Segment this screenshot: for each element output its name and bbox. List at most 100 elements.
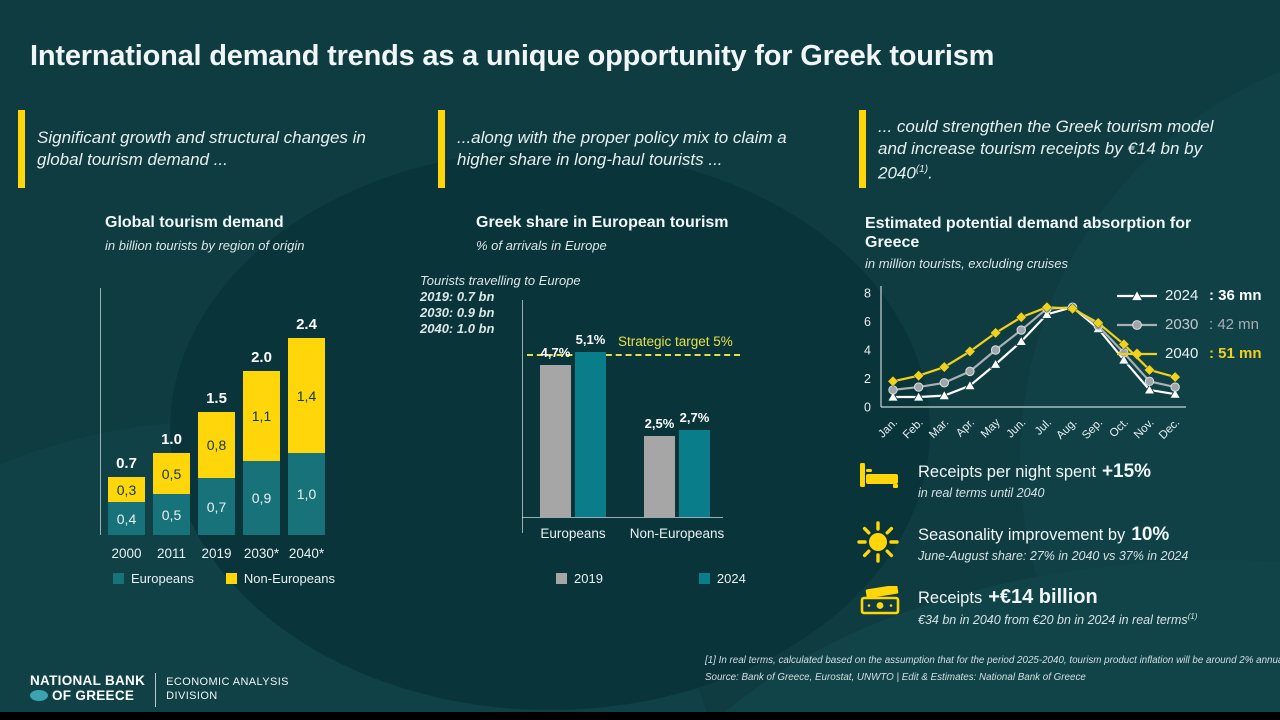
legend-total-2024: : 36 mn — [1209, 287, 1262, 304]
data-point-marker — [887, 375, 899, 387]
x-tick-label: May — [979, 416, 1003, 440]
legend-swatch-2024 — [698, 573, 710, 584]
footnote: [1] In real terms, calculated based on t… — [705, 655, 1280, 666]
chart-subtitle-greek-share: % of arrivals in Europe — [476, 238, 607, 253]
line-series-2040 — [892, 306, 1176, 383]
y-tick-label: 6 — [864, 315, 871, 329]
bar-segment-europeans: 0,5 — [153, 494, 190, 535]
banknotes-icon — [858, 584, 918, 623]
bar-segment-non-europeans: 0,5 — [153, 453, 190, 494]
data-point-marker — [990, 345, 1001, 355]
stat-label: Receipts per night spent +15% — [918, 461, 1152, 482]
stat-label: Receipts +€14 billion — [918, 586, 1098, 608]
bar-total-label: 2.0 — [251, 349, 272, 366]
x-tick-label: Jul. — [1033, 417, 1054, 438]
stat-value: 10% — [1131, 524, 1170, 545]
division-name: ECONOMIC ANALYSIS DIVISION — [166, 673, 289, 703]
callout-accent-bar — [18, 110, 25, 188]
data-point-marker — [1169, 371, 1181, 383]
data-point-marker — [1015, 311, 1027, 323]
x-tick-label: Jan. — [876, 417, 900, 441]
bar-value-label: 2,5% — [644, 416, 675, 431]
legend-row-2030: 2030 : 42 mn — [1116, 310, 1262, 339]
x-tick-label: Aug. — [1054, 417, 1079, 442]
chart-subtitle-demand-absorption: in million tourists, excluding cruises — [865, 256, 1069, 271]
nbg-ellipse-icon — [30, 690, 48, 701]
bar-2019 — [540, 365, 571, 517]
annotation-line: 2030: 0.9 bn — [420, 305, 495, 320]
bar-value-label: 5,1% — [575, 332, 606, 347]
callout-text: ...along with the proper policy mix to c… — [457, 128, 787, 169]
bar-segment-europeans: 0,4 — [108, 502, 145, 535]
x-tick-label: Apr. — [954, 417, 977, 440]
legend-label-europeans: Europeans — [131, 571, 194, 586]
legend-label-2024: 2024 — [716, 571, 746, 586]
bar-category-label: 2019 — [201, 546, 232, 561]
stat-detail: in real terms until 2040 — [918, 486, 1045, 500]
data-point-marker — [990, 327, 1002, 339]
bar-category-label: Non-Europeans — [629, 526, 725, 541]
demand-absorption-line-chart: 0 2 4 6 8 Jan. Feb. Mar. Apr. May Jun. Jul. Aug. Sep.… — [864, 286, 1186, 442]
bar-2019 — [644, 436, 675, 517]
legend-label-non-europeans: Non-Europeans — [243, 571, 335, 586]
strategic-target-line — [527, 354, 740, 356]
data-point-marker — [1092, 317, 1104, 329]
stat-seasonality: Seasonality improvement by 10% June-Augus… — [857, 521, 1188, 569]
bar-segment-europeans: 0,9 — [243, 461, 280, 535]
bar-segment-non-europeans: 1,4 — [288, 338, 325, 453]
bar-segment-non-europeans: 0,3 — [108, 477, 145, 502]
bar-total-label: 0.7 — [116, 455, 137, 472]
x-tick-label: Sep. — [1080, 417, 1105, 442]
data-point-marker — [965, 366, 975, 377]
legend-year-2030: 2030 — [1165, 316, 1199, 333]
annotation-title: Tourists travelling to Europe — [420, 273, 581, 288]
legend-swatch-2019 — [556, 573, 567, 584]
legend-total-2040: : 51 mn — [1209, 345, 1262, 362]
data-point-marker — [939, 378, 950, 388]
data-point-marker — [1117, 354, 1130, 365]
line-marker-triangle-icon — [1117, 289, 1157, 301]
bar-total-label: 1.5 — [206, 390, 227, 407]
bar-segment-non-europeans: 0,8 — [198, 412, 235, 478]
stat-value: +€14 billion — [988, 586, 1098, 608]
division-line2: DIVISION — [166, 690, 218, 702]
data-point-marker — [1169, 388, 1182, 399]
x-tick-label: Feb. — [901, 417, 926, 442]
data-point-marker — [1143, 384, 1156, 395]
legend-demand-absorption: 2024 : 36 mn 2030 : 42 mn 2040 : 51 mn — [1116, 281, 1262, 368]
y-tick-label: 0 — [864, 401, 871, 415]
legend-row-2040: 2040 : 51 mn — [1116, 339, 1262, 368]
legend-swatch-non-europeans — [225, 573, 237, 584]
legend-row-2024: 2024 : 36 mn — [1116, 281, 1262, 310]
legend-swatch-europeans — [113, 573, 124, 584]
callout-receipts: ... could strengthen the Greek tourism m… — [859, 110, 1233, 188]
callout-accent-bar — [859, 110, 866, 188]
bottom-black-strip — [0, 712, 1280, 720]
data-point-marker — [913, 370, 925, 382]
bar-segment-non-europeans: 1,1 — [243, 371, 280, 461]
data-point-marker — [989, 358, 1002, 369]
data-point-marker — [938, 389, 951, 400]
data-point-marker — [1118, 338, 1130, 350]
division-line1: ECONOMIC ANALYSIS — [166, 676, 289, 688]
greek-share-chart: Strategic target 5% 4,7% 5,1% Europeans 2,5… — [522, 300, 742, 541]
data-point-marker — [1015, 335, 1028, 346]
annotation-line: 2019: 0.7 bn — [420, 289, 495, 304]
sun-icon — [857, 521, 918, 569]
y-axis-line — [522, 300, 523, 533]
bar-category-label: 2000 — [111, 546, 142, 561]
bank-name: NATIONAL BANK OF GREECE — [30, 673, 145, 703]
bar-category-label: Europeans — [540, 526, 606, 541]
legend-global-demand: Europeans Non-Europeans — [113, 571, 335, 586]
data-point-marker — [913, 382, 924, 392]
x-tick-label: Oct. — [1108, 417, 1131, 440]
bar-category-label: 2030* — [243, 546, 280, 561]
data-point-marker — [964, 379, 976, 391]
bar-segment-europeans: 1,0 — [288, 453, 325, 535]
annotation-line: 2040: 1.0 bn — [420, 321, 495, 336]
page-title: International demand trends as a unique … — [30, 40, 995, 72]
bar-2024 — [575, 352, 606, 517]
bank-name-line2: OF GREECE — [52, 688, 135, 703]
line-marker-circle-icon — [1117, 319, 1157, 330]
data-point-marker — [1170, 382, 1180, 392]
